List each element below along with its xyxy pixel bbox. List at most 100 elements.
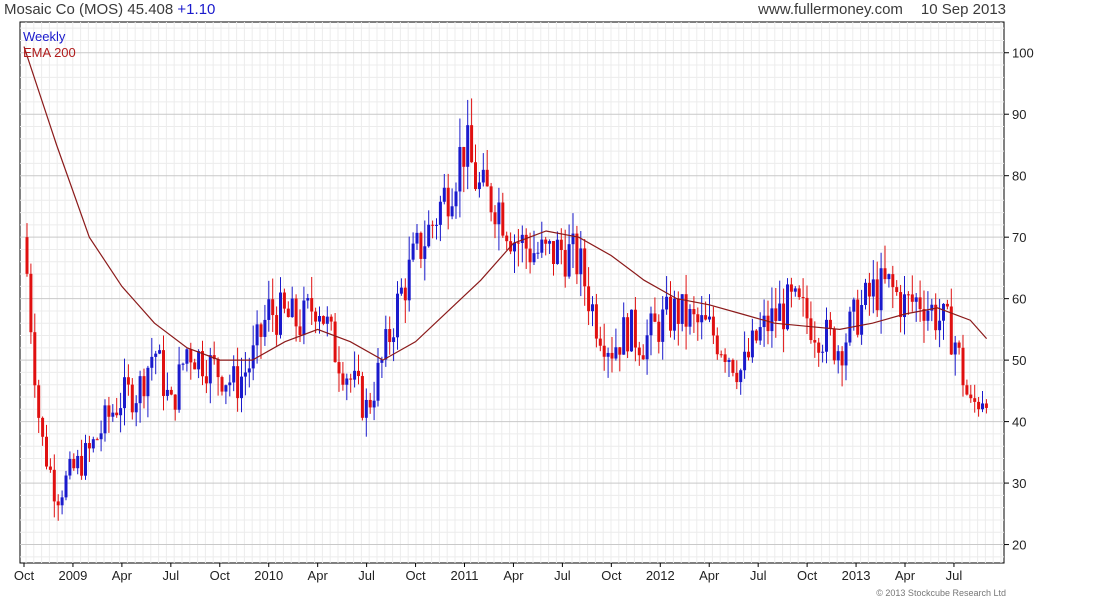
- x-tick-label: 2011: [451, 568, 479, 583]
- candle-down: [419, 232, 423, 259]
- candle-down: [891, 274, 895, 288]
- candle-up: [165, 389, 169, 396]
- candle-down: [789, 284, 793, 292]
- candle-up: [353, 370, 357, 380]
- candle-down: [657, 321, 661, 342]
- candle-down: [485, 169, 489, 187]
- candle-down: [142, 376, 146, 397]
- candle-up: [411, 243, 415, 260]
- candle-up: [606, 352, 610, 357]
- candle-up: [91, 439, 95, 449]
- candle-up: [177, 364, 181, 410]
- candle-up: [497, 202, 501, 225]
- candle-up: [458, 146, 462, 192]
- y-tick-label: 100: [1012, 46, 1034, 61]
- candle-down: [883, 268, 887, 280]
- candle-down: [474, 162, 477, 190]
- candle-up: [318, 316, 321, 322]
- candle-up: [758, 327, 762, 341]
- candle-down: [115, 412, 119, 416]
- candle-up: [454, 191, 458, 207]
- candle-down: [766, 315, 770, 332]
- candle-down: [653, 313, 657, 322]
- candle-down: [832, 329, 836, 361]
- y-tick-label: 30: [1012, 476, 1026, 491]
- candle-down: [524, 234, 528, 249]
- candle-up: [396, 293, 399, 338]
- candle-up: [138, 376, 142, 404]
- candle-down: [602, 345, 606, 357]
- candle-down: [723, 354, 727, 362]
- candle-down: [692, 309, 696, 315]
- y-tick-label: 80: [1012, 169, 1026, 184]
- candle-up: [477, 182, 481, 190]
- candle-up: [407, 259, 411, 301]
- candle-up: [852, 299, 856, 312]
- candle-down: [41, 417, 45, 437]
- candle-up: [364, 399, 368, 418]
- candle-down: [973, 398, 977, 402]
- x-tick-label: Jul: [554, 568, 571, 583]
- candle-up: [119, 408, 123, 416]
- x-tick-label: Oct: [210, 568, 231, 583]
- x-tick-label: Oct: [601, 568, 622, 583]
- candle-up: [158, 350, 162, 354]
- candle-up: [520, 234, 524, 244]
- candle-down: [193, 362, 197, 370]
- candle-down: [552, 241, 555, 264]
- candle-up: [427, 224, 431, 247]
- candle-up: [302, 300, 306, 336]
- candle-down: [696, 314, 700, 323]
- candle-up: [267, 299, 271, 320]
- candle-down: [470, 125, 474, 163]
- candle-up: [548, 241, 552, 244]
- candle-up: [232, 366, 236, 383]
- candle-down: [618, 347, 622, 355]
- price-change: +1.10: [177, 1, 216, 18]
- candle-up: [255, 324, 259, 346]
- chart-source: www.fullermoney.com 10 Sep 2013: [758, 1, 1006, 18]
- candle-down: [626, 317, 630, 352]
- candle-up: [645, 335, 649, 360]
- candle-down: [33, 332, 37, 386]
- candle-up: [821, 351, 825, 353]
- x-tick-label: Apr: [895, 568, 916, 583]
- candle-up: [208, 355, 212, 384]
- candle-down: [984, 403, 988, 408]
- y-tick-label: 90: [1012, 107, 1026, 122]
- candle-down: [333, 321, 337, 363]
- candle-up: [540, 239, 544, 253]
- candle-up: [661, 309, 665, 342]
- candle-up: [614, 347, 618, 359]
- candle-up: [887, 274, 891, 280]
- candle-up: [290, 298, 294, 318]
- candle-down: [357, 370, 360, 377]
- candle-up: [579, 248, 583, 275]
- candle-up: [871, 279, 875, 297]
- candle-down: [349, 378, 353, 380]
- candle-down: [801, 297, 805, 299]
- candle-up: [345, 378, 349, 385]
- candle-down: [189, 349, 193, 363]
- candle-down: [212, 355, 216, 360]
- candle-up: [224, 385, 228, 392]
- x-tick-label: Oct: [405, 568, 426, 583]
- candle-up: [123, 377, 126, 409]
- candle-down: [977, 401, 981, 410]
- candle-up: [99, 433, 103, 440]
- candle-up: [134, 403, 138, 413]
- candle-down: [711, 316, 715, 336]
- candle-up: [243, 372, 247, 377]
- x-tick-label: 2010: [254, 568, 283, 583]
- candle-up: [864, 282, 867, 306]
- candle-up: [438, 201, 442, 225]
- candle-up: [739, 370, 743, 383]
- candle-up: [380, 359, 384, 363]
- candle-down: [87, 443, 91, 449]
- candle-up: [825, 319, 828, 352]
- candle-up: [306, 298, 310, 301]
- candle-up: [680, 294, 684, 324]
- candle-down: [813, 340, 817, 343]
- candle-down: [598, 338, 602, 346]
- candle-down: [797, 288, 801, 298]
